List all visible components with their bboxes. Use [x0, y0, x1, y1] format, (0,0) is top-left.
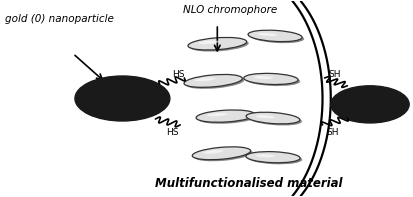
Ellipse shape	[247, 153, 301, 164]
Text: HS: HS	[171, 70, 184, 79]
Ellipse shape	[190, 39, 248, 52]
Text: NLO chromophore: NLO chromophore	[182, 5, 276, 15]
Ellipse shape	[185, 76, 244, 89]
Ellipse shape	[247, 114, 301, 125]
Ellipse shape	[246, 112, 299, 124]
Ellipse shape	[257, 33, 276, 36]
Text: SH: SH	[328, 70, 340, 79]
Ellipse shape	[255, 154, 274, 157]
Ellipse shape	[183, 74, 242, 87]
Circle shape	[75, 76, 169, 121]
Text: HS: HS	[165, 128, 178, 137]
Ellipse shape	[198, 112, 256, 124]
Text: SH: SH	[326, 128, 338, 137]
Ellipse shape	[192, 147, 250, 160]
Ellipse shape	[196, 110, 254, 122]
Ellipse shape	[194, 78, 214, 81]
Ellipse shape	[245, 75, 299, 86]
Ellipse shape	[245, 152, 299, 163]
Ellipse shape	[255, 115, 274, 118]
Text: gold (0) nanoparticle: gold (0) nanoparticle	[5, 14, 114, 24]
Circle shape	[330, 86, 408, 123]
Ellipse shape	[194, 148, 252, 161]
Ellipse shape	[188, 37, 246, 50]
Ellipse shape	[247, 30, 301, 42]
Text: Multifunctionalised material: Multifunctionalised material	[154, 177, 341, 190]
Ellipse shape	[202, 150, 223, 154]
Ellipse shape	[198, 40, 219, 44]
Ellipse shape	[253, 76, 272, 79]
Ellipse shape	[206, 113, 227, 116]
Ellipse shape	[249, 32, 304, 43]
Ellipse shape	[243, 73, 297, 85]
